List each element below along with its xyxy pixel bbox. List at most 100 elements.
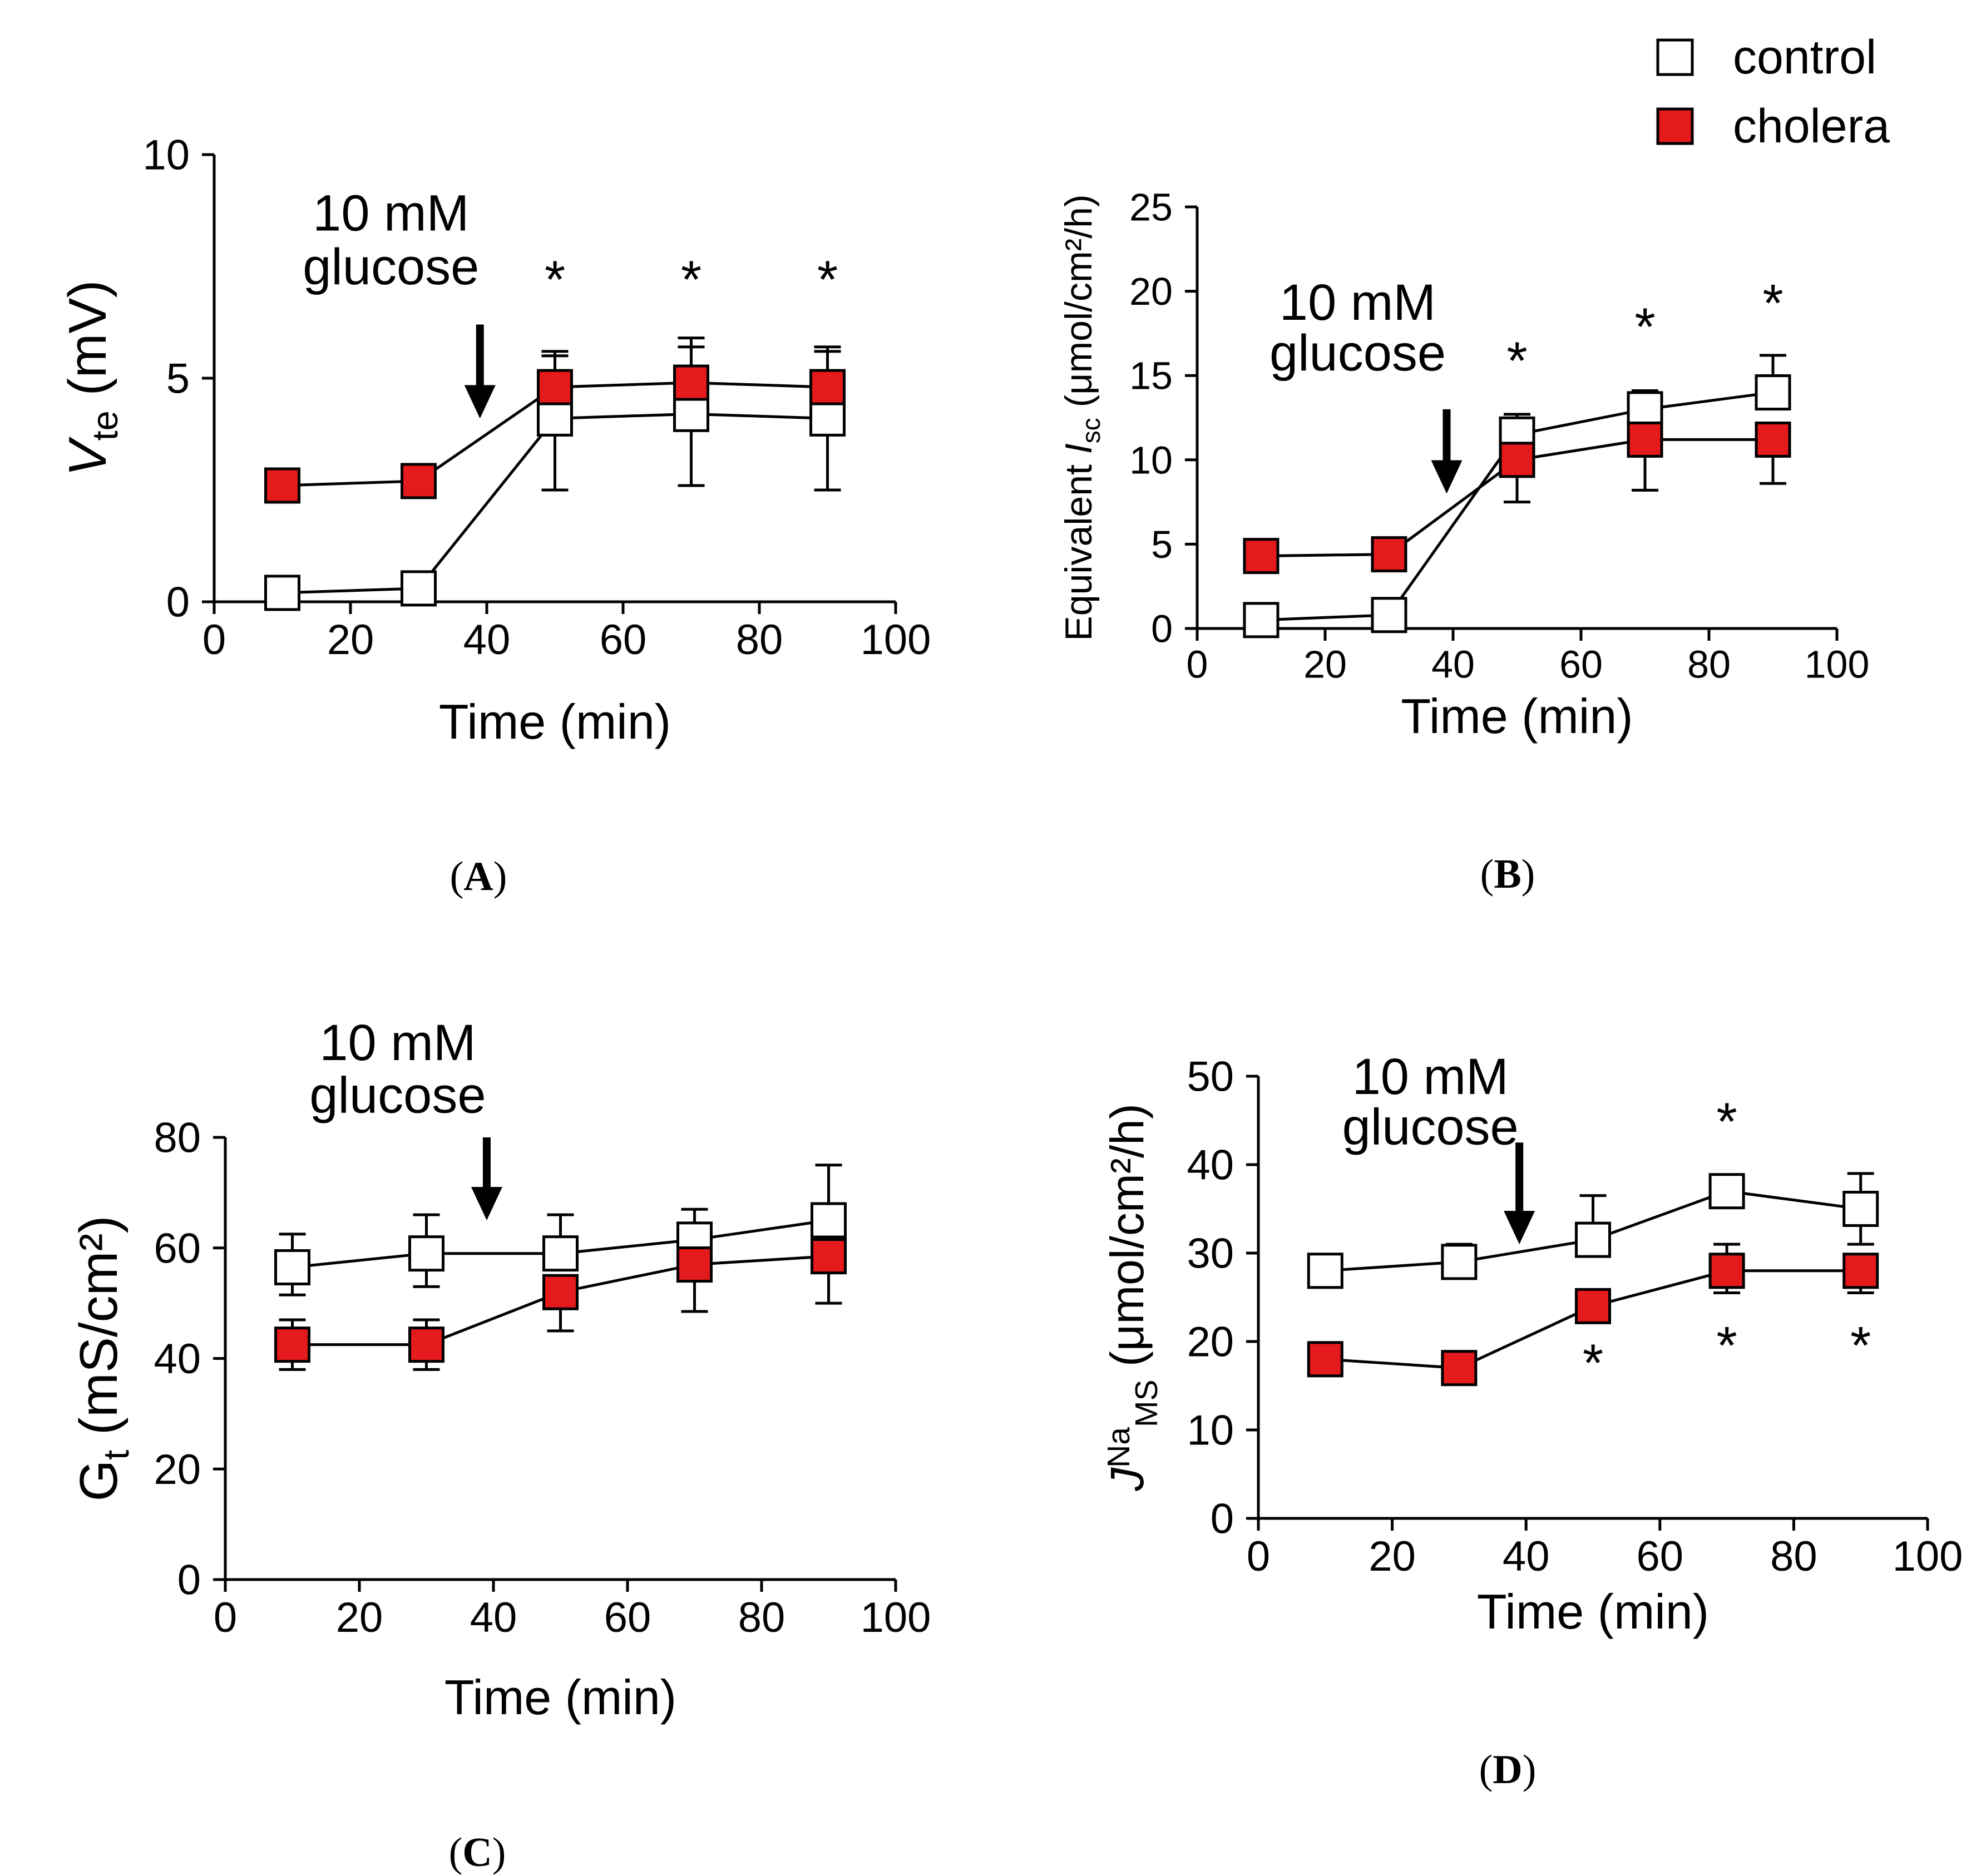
- b-y-tick-label: 10: [1129, 438, 1173, 482]
- b-y-tick-label: 25: [1129, 186, 1173, 229]
- c-cholera-point: [542, 1274, 579, 1310]
- panel-d: 0 10 20 30 40 50 0 20 40 60 80 100 Time (min) JNaMS (…: [1101, 1048, 1963, 1793]
- a-y-tick-label: 0: [166, 579, 190, 626]
- a-y-tick-label: 5: [166, 355, 190, 403]
- d-y-axis-label: JNaMS (μmol/cm²/h): [1101, 1103, 1164, 1492]
- d-x-tick-label: 100: [1893, 1533, 1963, 1580]
- d-cholera-point: [1575, 1288, 1611, 1324]
- b-panel-letter: (B): [1480, 852, 1535, 897]
- b-control-point: [1627, 391, 1663, 428]
- a-cholera-point: [264, 467, 300, 504]
- a-x-tick-label: 60: [600, 616, 647, 664]
- a-panel-letter-close: ): [493, 854, 507, 899]
- a-control-point: [401, 570, 437, 607]
- d-x-tick-label: 0: [1247, 1533, 1270, 1580]
- c-x-tick-label: 60: [604, 1594, 651, 1641]
- d-y-axis-label-tail: (μmol/cm²/h): [1101, 1103, 1153, 1379]
- b-significance-star: *: [1634, 298, 1655, 357]
- a-x-tick-label: 100: [861, 616, 931, 664]
- b-glucose-arrow-head: [1431, 460, 1463, 494]
- d-cholera-point: [1307, 1341, 1343, 1378]
- c-y-tick-label: 20: [154, 1446, 201, 1493]
- a-y-axis-label-sub: te: [85, 410, 125, 440]
- c-cholera-point: [811, 1238, 847, 1275]
- b-panel-letter-text: B: [1494, 852, 1521, 897]
- d-panel-letter-text: D: [1493, 1747, 1522, 1793]
- c-x-tick-label: 100: [861, 1594, 931, 1641]
- d-control-point: [1441, 1244, 1478, 1280]
- b-cholera-point: [1499, 442, 1535, 478]
- c-y-tick-label: 40: [154, 1335, 201, 1383]
- c-x-tick-label: 80: [738, 1594, 786, 1641]
- b-cholera-point: [1371, 536, 1407, 573]
- c-glucose-arrow-head: [471, 1187, 502, 1221]
- c-panel-letter: (C): [449, 1830, 506, 1875]
- d-control-point: [1708, 1173, 1745, 1210]
- b-control-point: [1371, 597, 1407, 633]
- d-y-tick-label: 50: [1187, 1053, 1234, 1101]
- c-x-tick-label: 0: [214, 1594, 237, 1641]
- d-control-point: [1842, 1191, 1879, 1227]
- d-significance-star: *: [1583, 1334, 1603, 1393]
- b-x-tick-label: 60: [1559, 643, 1603, 686]
- b-y-tick-label: 0: [1151, 607, 1173, 651]
- c-annotation-line1: 10 mM: [319, 1014, 476, 1071]
- d-x-tick-label: 40: [1503, 1533, 1550, 1580]
- d-panel-letter: (D): [1479, 1747, 1537, 1793]
- d-cholera-point: [1708, 1253, 1745, 1289]
- b-cholera-point: [1627, 421, 1663, 458]
- legend-swatch-cholera: [1656, 107, 1694, 145]
- a-panel-letter-text: A: [463, 854, 493, 899]
- c-y-tick-label: 80: [154, 1115, 201, 1162]
- a-panel-letter: (A): [450, 854, 507, 899]
- c-y-axis-label-sub: t: [96, 1450, 136, 1460]
- b-cholera-point: [1755, 421, 1791, 458]
- a-control-point: [809, 400, 846, 437]
- c-x-tick-label: 40: [470, 1594, 517, 1641]
- c-y-axis-label: Gt (mS/cm²): [69, 1216, 136, 1502]
- c-panel-letter-close: ): [492, 1830, 506, 1875]
- a-control-point: [537, 400, 573, 437]
- d-significance-star: *: [1716, 1316, 1737, 1375]
- a-x-axis-label: Time (min): [439, 694, 671, 749]
- a-significance-star: *: [545, 250, 565, 309]
- d-x-tick-label: 60: [1637, 1533, 1684, 1580]
- d-x-tick-label: 20: [1369, 1533, 1416, 1580]
- a-cholera-point: [809, 369, 846, 405]
- b-significance-star: *: [1762, 274, 1783, 333]
- b-x-tick-label: 20: [1303, 643, 1347, 686]
- d-y-tick-label: 40: [1187, 1142, 1234, 1189]
- b-x-tick-label: 0: [1187, 643, 1208, 686]
- a-x-tick-label: 40: [463, 616, 511, 664]
- b-control-point: [1755, 374, 1791, 411]
- a-control-point: [264, 575, 300, 611]
- b-x-axis-label: Time (min): [1401, 689, 1633, 744]
- c-y-tick-label: 0: [177, 1557, 201, 1604]
- c-panel-letter-text: C: [462, 1830, 492, 1875]
- a-annotation-line2: glucose: [303, 239, 479, 295]
- d-cholera-point: [1842, 1253, 1879, 1289]
- a-control-point: [673, 395, 709, 432]
- c-control-point: [408, 1235, 444, 1272]
- legend: control cholera: [1656, 31, 1890, 153]
- a-y-axis-label-main: V: [58, 436, 117, 476]
- a-x-tick-label: 20: [327, 616, 374, 664]
- a-panel-letter-open: (: [450, 854, 464, 899]
- d-y-axis-label-main: J: [1101, 1467, 1153, 1492]
- d-panel-letter-close: ): [1523, 1747, 1537, 1793]
- legend-swatch-control: [1656, 38, 1694, 76]
- b-panel-letter-open: (: [1480, 852, 1494, 897]
- c-y-axis-label-tail: (mS/cm²): [69, 1216, 129, 1450]
- d-glucose-arrow-head: [1504, 1211, 1535, 1245]
- c-cholera-point: [676, 1246, 713, 1283]
- b-y-tick-label: 20: [1129, 270, 1173, 313]
- b-x-tick-label: 40: [1431, 643, 1475, 686]
- a-annotation-line1: 10 mM: [313, 185, 469, 242]
- legend-entry-control: control: [1656, 31, 1876, 84]
- a-significance-star: *: [681, 250, 701, 309]
- a-glucose-arrow-head: [464, 385, 496, 419]
- d-y-tick-label: 10: [1187, 1407, 1234, 1454]
- d-y-tick-label: 0: [1211, 1496, 1234, 1543]
- d-y-axis-label-sub: MS: [1129, 1380, 1164, 1428]
